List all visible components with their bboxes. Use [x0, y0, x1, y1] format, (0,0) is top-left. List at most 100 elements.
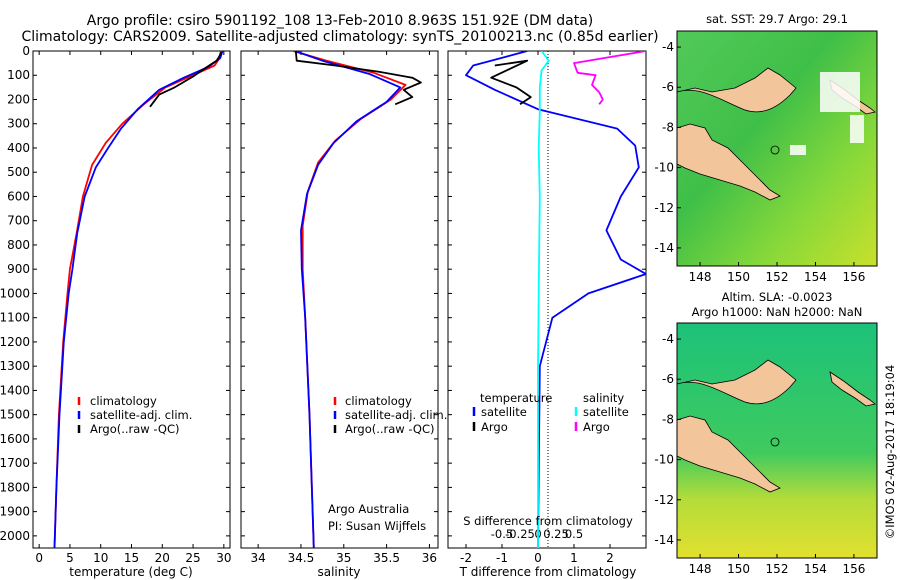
imos-timestamp: ©IMOS 02-Aug-2017 18:19:04: [883, 365, 897, 540]
y-tick-label: 1900: [0, 505, 30, 519]
temperature-xlabel: temperature (deg C): [69, 565, 192, 579]
new-guinea-land: [676, 123, 781, 201]
sla-map-subtitle: Argo h1000: NaN h2000: NaN: [692, 305, 863, 319]
map-x-tick-label: 150: [727, 270, 750, 284]
x2-tick-label: 0.5: [565, 527, 583, 541]
map-x-tick-label: 156: [842, 270, 865, 284]
map-x-tick-label: 152: [766, 562, 789, 576]
series-line-0-1: [53, 51, 224, 548]
y-tick-label: 800: [7, 238, 30, 252]
new-britain-land: [676, 359, 797, 405]
x-tick-label: 2: [606, 551, 614, 565]
difference-panel: -2 -1 0 1 2-0.5-0.25 0 0.250.5 T difference fr…: [447, 50, 647, 579]
temperature-legend: climatology satellite-adj. clim. Argo(..…: [77, 394, 192, 436]
salinity-xlabel: salinity: [317, 565, 360, 579]
s-difference-xlabel: S difference from climatology: [463, 514, 633, 528]
map-y-tick-label: -8: [662, 120, 674, 134]
difference-axes: [447, 50, 647, 549]
x2-tick-label: -0.25: [505, 527, 535, 541]
y-tick-label: 1300: [0, 359, 30, 373]
legend-climatology: climatology: [90, 394, 157, 408]
map-y-tick-label: -14: [654, 533, 674, 547]
x2-tick-label: -0.5: [491, 527, 513, 541]
argo-location-marker: [770, 145, 780, 155]
series-line-0-2: [149, 51, 223, 108]
map-y-tick-label: -12: [654, 493, 674, 507]
temperature-series: [53, 51, 224, 548]
y-tick-label: 100: [7, 68, 30, 82]
x-tick-label: -1: [496, 551, 508, 565]
x-tick-label: 5: [66, 551, 74, 565]
map-y-tick-label: -4: [662, 40, 674, 54]
legend-s-argo: Argo: [583, 420, 610, 434]
legend-satellite: satellite-adj. clim.: [345, 408, 447, 422]
x-tick-label: 36: [422, 551, 437, 565]
sla-land: [676, 359, 876, 493]
y-tick-label: 1800: [0, 480, 30, 494]
map-x-tick-label: 150: [727, 562, 750, 576]
difference-series: [465, 51, 646, 548]
salinity-series: [292, 51, 422, 548]
x-tick-label: 1: [570, 551, 578, 565]
map-y-tick-label: -14: [654, 241, 674, 255]
legend-t-argo: Argo: [481, 420, 508, 434]
map-x-tick-label: 154: [804, 562, 827, 576]
legend-s-satellite: satellite: [583, 405, 629, 419]
x-tick-label: 35.5: [373, 551, 400, 565]
map-y-tick-label: -4: [662, 332, 674, 346]
y-tick-label: 0: [22, 44, 30, 58]
sla-map-ticks: 148 150 152 154 156 -4 -6 -8 -10 -12 -14: [654, 332, 865, 576]
legend-argo: Argo(..raw -QC): [345, 422, 435, 436]
y-tick-label: 400: [7, 141, 30, 155]
new-britain-land: [676, 67, 797, 113]
map-y-tick-label: -6: [662, 80, 674, 94]
series-line-1-2: [294, 51, 422, 106]
x2-tick-label: 0.25: [543, 527, 569, 541]
temperature-axes: [32, 50, 231, 549]
salinity-legend: climatology satellite-adj. clim. Argo(..…: [333, 394, 447, 436]
series-line-2-2: [537, 51, 550, 548]
y-tick-label: 1100: [0, 311, 30, 325]
y-tick-label: 700: [7, 214, 30, 228]
series-line-2-0: [465, 51, 646, 548]
x-tick-label: 20: [155, 551, 170, 565]
sst-map-title: sat. SST: 29.7 Argo: 29.1: [706, 12, 848, 26]
map-x-tick-label: 148: [689, 270, 712, 284]
sst-cloud-mask: [790, 145, 806, 155]
legend-t-satellite: satellite: [481, 405, 527, 419]
map-y-tick-label: -6: [662, 372, 674, 386]
sst-cloud-mask: [820, 72, 860, 112]
series-line-2-3: [573, 51, 646, 105]
y-tick-label: 1500: [0, 408, 30, 422]
salinity-ticks: 34 34.5 35 35.5 36: [241, 50, 438, 565]
credit-text: Argo Australia: [328, 502, 409, 516]
y-tick-label: 300: [7, 117, 30, 131]
figure-subtitle: Climatology: CARS2009. Satellite-adjuste…: [21, 29, 658, 45]
map-y-tick-label: -8: [662, 412, 674, 426]
map-x-tick-label: 152: [766, 270, 789, 284]
salinity-panel: 34 34.5 35 35.5 36 salinity climatology sate…: [240, 50, 447, 579]
x-tick-label: 30: [216, 551, 231, 565]
x-tick-label: 0: [534, 551, 542, 565]
t-difference-xlabel: T difference from climatology: [459, 565, 637, 579]
x-tick-label: 10: [93, 551, 108, 565]
legend-satellite: satellite-adj. clim.: [90, 408, 192, 422]
x-tick-label: 15: [124, 551, 139, 565]
legend-salinity-heading: salinity: [583, 391, 624, 405]
legend-argo: Argo(..raw -QC): [90, 422, 180, 436]
temperature-ticks: 0100200300400500600700800900100011001200…: [0, 44, 231, 565]
x-tick-label: 25: [185, 551, 200, 565]
map-y-tick-label: -10: [654, 161, 674, 175]
sst-map-panel: sat. SST: 29.7 Argo: 29.1 148 150 152 154 15…: [654, 12, 878, 284]
x-tick-label: 34.5: [288, 551, 315, 565]
pi-text: PI: Susan Wijffels: [328, 519, 426, 533]
sst-land: [676, 67, 876, 201]
difference-ticks: -2 -1 0 1 2-0.5-0.25 0 0.250.5: [448, 50, 646, 565]
y-tick-label: 500: [7, 165, 30, 179]
map-x-tick-label: 156: [842, 562, 865, 576]
argo-location-marker: [770, 437, 780, 447]
sst-cloud-mask: [850, 115, 864, 143]
map-x-tick-label: 154: [804, 270, 827, 284]
y-tick-label: 600: [7, 189, 30, 203]
